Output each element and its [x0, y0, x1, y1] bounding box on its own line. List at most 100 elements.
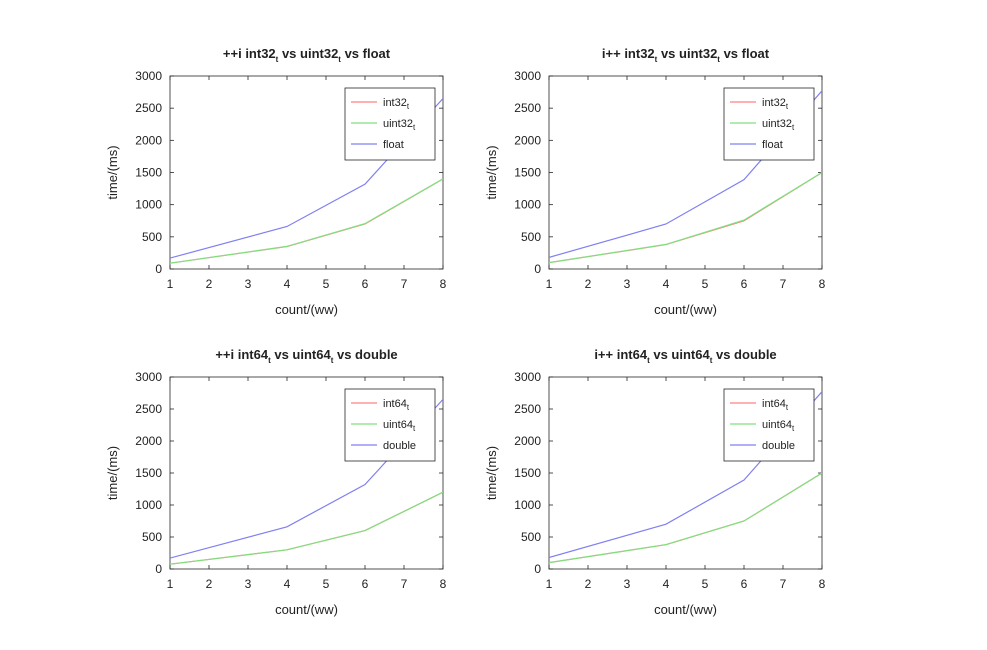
legend-entry: int64t [762, 398, 789, 412]
legend-subscript: t [792, 123, 795, 132]
title-part: ++i int64 [215, 347, 269, 362]
x-tick-label: 1 [546, 577, 553, 591]
legend-entry: uint64t [383, 419, 416, 433]
y-axis-label: time/(ms) [105, 446, 120, 500]
legend-label: float [762, 139, 783, 151]
legend-box [723, 388, 815, 462]
legend-entry: double [383, 440, 416, 452]
x-tick-label: 5 [323, 577, 330, 591]
title-part: vs uint64 [271, 347, 332, 362]
y-tick-label: 1000 [514, 498, 541, 512]
y-tick-label: 2000 [514, 133, 541, 147]
legend-label: uint32 [762, 118, 792, 130]
x-tick-label: 3 [624, 577, 631, 591]
legend-subscript: t [786, 403, 789, 412]
x-axis-label: count/(ww) [654, 602, 717, 617]
title-part: i++ int64 [594, 347, 648, 362]
y-axis-label: time/(ms) [484, 446, 499, 500]
x-tick-label: 6 [741, 577, 748, 591]
x-tick-label: 5 [323, 277, 330, 291]
y-tick-label: 3000 [135, 69, 162, 83]
y-tick-label: 2500 [514, 101, 541, 115]
x-tick-label: 5 [702, 277, 709, 291]
legend-box [723, 87, 815, 161]
legend-label: int32 [762, 97, 786, 109]
y-tick-label: 2000 [514, 434, 541, 448]
legend-entry: uint32t [762, 118, 795, 132]
legend-label: int64 [383, 398, 407, 410]
title-part: vs uint64 [650, 347, 711, 362]
title-part: vs uint32 [278, 46, 338, 61]
x-tick-label: 8 [440, 577, 447, 591]
y-tick-label: 0 [534, 562, 541, 576]
series-line-uint64_t [549, 472, 822, 564]
title-part: vs uint32 [657, 46, 717, 61]
legend-subscript: t [413, 424, 416, 433]
title-part: vs double [333, 347, 397, 362]
y-tick-label: 3000 [514, 69, 541, 83]
legend-entry: double [762, 440, 795, 452]
title-part: i++ int32 [602, 46, 655, 61]
legend-entry: float [383, 139, 404, 151]
x-tick-label: 7 [401, 277, 408, 291]
chart-title: i++ int32t vs uint32t vs float [602, 46, 770, 64]
x-axis-label: count/(ww) [275, 302, 338, 317]
x-tick-label: 4 [663, 577, 670, 591]
x-tick-label: 2 [585, 577, 592, 591]
title-part: vs float [720, 46, 770, 61]
y-tick-label: 1500 [514, 466, 541, 480]
series-line-uint32_t [170, 178, 443, 264]
legend-subscript: t [413, 123, 416, 132]
y-tick-label: 3000 [514, 370, 541, 384]
y-tick-label: 1000 [135, 498, 162, 512]
legend-label: uint32 [383, 118, 413, 130]
y-tick-label: 0 [155, 262, 162, 276]
y-tick-label: 2000 [135, 133, 162, 147]
x-tick-label: 7 [401, 577, 408, 591]
legend-box [344, 87, 436, 161]
x-tick-label: 1 [167, 277, 174, 291]
x-tick-label: 5 [702, 577, 709, 591]
x-tick-label: 8 [440, 277, 447, 291]
title-subscript: t [710, 356, 713, 365]
series-line-uint32_t [549, 171, 822, 264]
legend-subscript: t [407, 102, 410, 111]
legend-label: float [383, 139, 404, 151]
x-tick-label: 2 [585, 277, 592, 291]
legend-subscript: t [792, 424, 795, 433]
title-subscript: t [268, 356, 271, 365]
x-tick-label: 4 [284, 277, 291, 291]
x-tick-label: 8 [819, 277, 826, 291]
y-axis-label: time/(ms) [484, 145, 499, 199]
legend-entry: float [762, 139, 783, 151]
x-tick-label: 2 [206, 277, 213, 291]
x-tick-label: 7 [780, 277, 787, 291]
legend-entry: uint64t [762, 419, 795, 433]
legend-box [344, 388, 436, 462]
x-tick-label: 4 [284, 577, 291, 591]
legend-entry: int32t [383, 97, 410, 111]
y-tick-label: 1000 [135, 198, 162, 212]
title-subscript: t [647, 356, 650, 365]
y-tick-label: 0 [534, 262, 541, 276]
legend-label: double [383, 440, 416, 452]
legend-label: int32 [383, 97, 407, 109]
chart-title: i++ int64t vs uint64t vs double [594, 347, 776, 365]
x-tick-label: 3 [245, 577, 252, 591]
title-subscript: t [655, 55, 658, 64]
series-line-uint64_t [170, 491, 443, 565]
legend-label: uint64 [762, 419, 792, 431]
y-tick-label: 1500 [514, 166, 541, 180]
y-axis-label: time/(ms) [105, 145, 120, 199]
y-tick-label: 1000 [514, 198, 541, 212]
x-axis-label: count/(ww) [275, 602, 338, 617]
x-tick-label: 1 [167, 577, 174, 591]
x-tick-label: 1 [546, 277, 553, 291]
title-part: ++i int32 [223, 46, 276, 61]
y-tick-label: 2000 [135, 434, 162, 448]
y-tick-label: 2500 [135, 101, 162, 115]
